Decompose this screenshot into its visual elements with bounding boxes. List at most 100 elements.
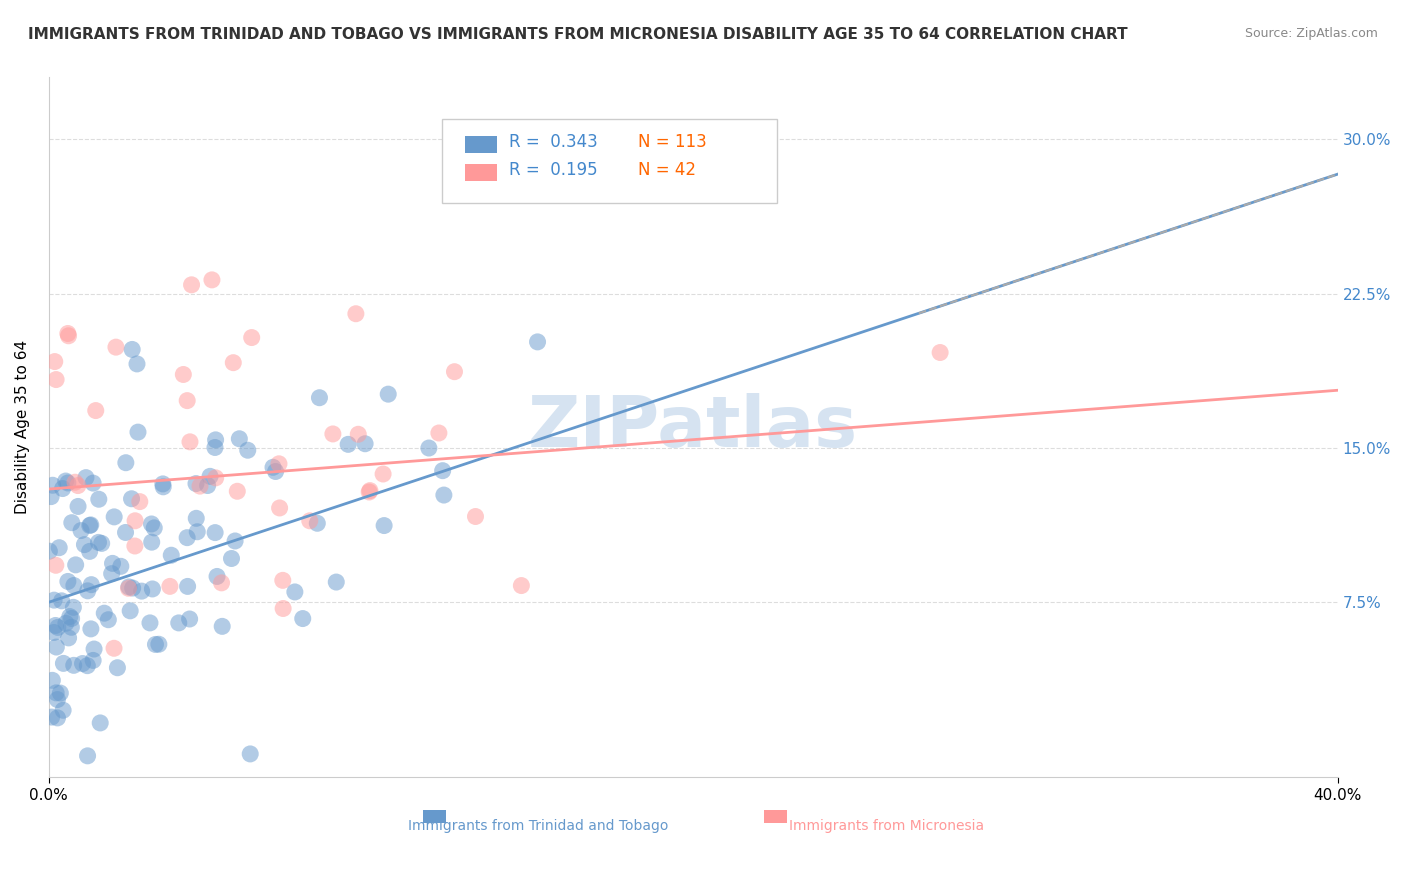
Point xyxy=(176,393,198,408)
Point xyxy=(63,475,86,490)
Point xyxy=(145,637,167,651)
Point xyxy=(271,574,294,588)
Text: R =  0.343: R = 0.343 xyxy=(509,133,598,151)
Point xyxy=(67,500,90,514)
Point xyxy=(100,566,122,581)
Point xyxy=(117,582,139,596)
Point xyxy=(298,514,321,528)
Text: ZIPatlas: ZIPatlas xyxy=(529,392,858,462)
Point xyxy=(56,475,79,490)
Point xyxy=(44,354,66,368)
Point xyxy=(44,618,66,632)
Point xyxy=(45,558,67,573)
Point xyxy=(110,559,132,574)
Point xyxy=(152,480,174,494)
Point xyxy=(80,517,103,532)
Point xyxy=(204,471,226,485)
Point xyxy=(141,535,163,549)
Point xyxy=(49,686,72,700)
Point xyxy=(347,427,370,442)
Point xyxy=(176,531,198,545)
Point xyxy=(124,539,146,553)
Point xyxy=(121,491,143,506)
Point xyxy=(103,641,125,656)
Point xyxy=(38,544,60,558)
Y-axis label: Disability Age 35 to 64: Disability Age 35 to 64 xyxy=(15,340,30,515)
Point xyxy=(224,533,246,548)
Point xyxy=(45,373,67,387)
Point xyxy=(131,584,153,599)
Point xyxy=(79,518,101,533)
Point xyxy=(56,574,79,589)
Point xyxy=(128,494,150,508)
Point xyxy=(90,536,112,550)
Text: Immigrants from Micronesia: Immigrants from Micronesia xyxy=(789,819,984,833)
Point xyxy=(127,425,149,439)
Point xyxy=(510,578,533,592)
Point xyxy=(89,715,111,730)
Point xyxy=(359,483,381,498)
Point xyxy=(262,460,284,475)
Point xyxy=(41,673,63,688)
Point xyxy=(70,524,93,538)
Point xyxy=(76,748,98,763)
Point xyxy=(325,575,347,590)
Point xyxy=(59,609,82,624)
Point xyxy=(79,544,101,558)
Point xyxy=(211,619,233,633)
Point xyxy=(180,277,202,292)
Point xyxy=(179,612,201,626)
Point xyxy=(60,516,83,530)
Point xyxy=(354,436,377,450)
Point xyxy=(322,426,344,441)
Point xyxy=(42,593,65,607)
Point xyxy=(427,425,450,440)
Point xyxy=(929,345,952,359)
Point xyxy=(526,334,548,349)
Point xyxy=(65,558,87,572)
Text: IMMIGRANTS FROM TRINIDAD AND TOBAGO VS IMMIGRANTS FROM MICRONESIA DISABILITY AGE: IMMIGRANTS FROM TRINIDAD AND TOBAGO VS I… xyxy=(28,27,1128,42)
Point xyxy=(188,479,211,493)
Point xyxy=(160,548,183,562)
Point xyxy=(60,611,83,625)
Point xyxy=(103,509,125,524)
Point xyxy=(63,578,86,592)
Point xyxy=(80,622,103,636)
Point xyxy=(152,477,174,491)
Text: Source: ZipAtlas.com: Source: ZipAtlas.com xyxy=(1244,27,1378,40)
Point xyxy=(52,657,75,671)
Point xyxy=(46,692,69,706)
Point xyxy=(125,357,148,371)
Point xyxy=(373,518,395,533)
Text: R =  0.195: R = 0.195 xyxy=(509,161,598,178)
Point xyxy=(186,511,208,525)
Point xyxy=(172,368,194,382)
Point xyxy=(226,484,249,499)
Point xyxy=(41,710,63,724)
Point xyxy=(344,307,367,321)
Point xyxy=(120,604,142,618)
Point xyxy=(75,470,97,484)
Text: Immigrants from Trinidad and Tobago: Immigrants from Trinidad and Tobago xyxy=(408,819,669,833)
Point xyxy=(115,456,138,470)
Point xyxy=(93,606,115,620)
Point xyxy=(73,538,96,552)
Point xyxy=(307,516,329,531)
Point xyxy=(228,432,250,446)
Point xyxy=(45,686,67,700)
Point xyxy=(41,478,63,492)
Point xyxy=(76,583,98,598)
Point xyxy=(51,594,73,608)
Point xyxy=(62,658,84,673)
Point xyxy=(432,464,454,478)
Point xyxy=(121,581,143,595)
Point xyxy=(167,615,190,630)
Point xyxy=(55,616,77,631)
Point xyxy=(159,579,181,593)
Point xyxy=(118,580,141,594)
Point xyxy=(176,579,198,593)
Point xyxy=(55,474,77,488)
Point xyxy=(433,488,456,502)
Point xyxy=(42,625,65,640)
Point xyxy=(139,615,162,630)
